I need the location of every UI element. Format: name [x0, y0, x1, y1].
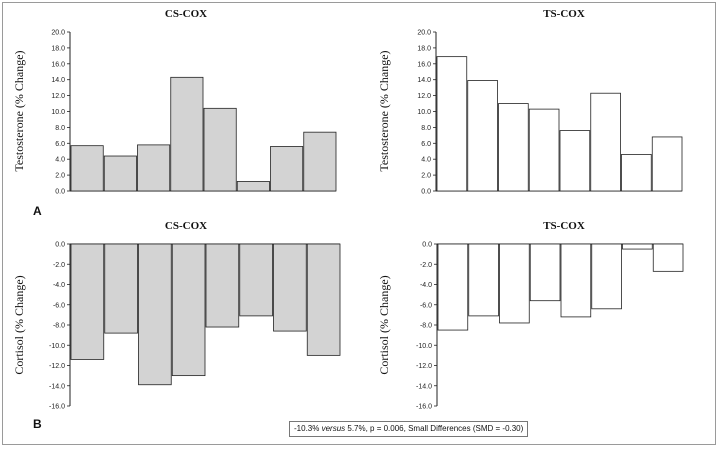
ts-testosterone-bar	[559, 130, 591, 192]
ts-cortisol-tick-label: -8.0	[420, 323, 432, 330]
panel-label-b: B	[33, 417, 42, 431]
ts-testosterone-tick-label: 12.0	[417, 93, 431, 100]
ts-cortisol-bar	[591, 243, 622, 310]
cs-testosterone-ylabel: Testosterone (% Change)	[12, 50, 26, 171]
ts-testosterone-bar	[590, 92, 621, 192]
ts-cortisol-tick-label: -16.0	[416, 404, 432, 411]
ts-cortisol-bar	[529, 243, 561, 302]
panel-label-a: A	[33, 204, 42, 218]
cs-cortisol-tick-label: -16.0	[49, 404, 65, 411]
cs-testosterone-tick-label: 10.0	[51, 109, 65, 116]
ts-cortisol-title: TS-COX	[543, 220, 585, 232]
cs-cortisol-tick-label: -4.0	[53, 282, 65, 289]
ts-testosterone-bar	[498, 103, 529, 192]
ts-cortisol-tick-label: -6.0	[420, 302, 432, 309]
cs-cortisol-bar	[104, 243, 138, 334]
ts-cortisol-bar	[622, 243, 653, 250]
ts-cortisol-tick-label: -12.0	[416, 363, 432, 370]
footnote-post: 5.7%, p = 0.006, Small Differences (SMD …	[345, 424, 524, 433]
ts-cortisol-tick-label: -10.0	[416, 343, 432, 350]
ts-cortisol-tick-label: -14.0	[416, 383, 432, 390]
ts-testosterone-tick-label: 20.0	[417, 30, 431, 37]
ts-testosterone-tick-label: 0.0	[421, 189, 431, 196]
cs-cortisol-bar	[171, 243, 206, 377]
ts-testosterone-bar	[528, 108, 560, 192]
cs-cortisol-bar	[239, 243, 273, 317]
ts-testosterone-tick-label: 4.0	[421, 157, 431, 164]
cs-testosterone-tick-label: 0.0	[55, 189, 65, 196]
cs-cortisol-tick-label: 0.0	[55, 242, 65, 249]
cs-cortisol-bar	[70, 243, 105, 360]
cs-testosterone-tick-label: 8.0	[55, 125, 65, 132]
ts-testosterone-tick-label: 6.0	[421, 141, 431, 148]
cs-cortisol-tick-label: -2.0	[53, 262, 65, 269]
ts-testosterone-tick-label: 18.0	[417, 45, 431, 52]
cs-testosterone-bar	[270, 146, 304, 192]
ts-testosterone-tick-label: 10.0	[417, 109, 431, 116]
ts-cortisol-bar	[468, 243, 499, 317]
ts-cortisol-bar	[560, 243, 592, 318]
cs-testosterone-tick-label: 4.0	[55, 157, 65, 164]
footnote-versus: versus	[321, 424, 346, 433]
ts-cortisol-tick-label: 0.0	[422, 242, 432, 249]
cs-testosterone-tick-label: 18.0	[51, 45, 65, 52]
cs-testosterone-title: CS-COX	[165, 8, 207, 20]
cs-testosterone-tick-label: 6.0	[55, 141, 65, 148]
cs-cortisol-bar	[273, 243, 307, 332]
cs-testosterone-bar	[303, 131, 337, 192]
ts-testosterone-bar	[436, 56, 468, 192]
cs-testosterone-tick-label: 20.0	[51, 30, 65, 37]
footnote-pre: -10.3%	[294, 424, 322, 433]
cs-testosterone-tick-label: 2.0	[55, 173, 65, 180]
cs-cortisol-ylabel: Cortisol (% Change)	[12, 275, 26, 374]
cs-testosterone-bar	[236, 181, 270, 192]
cs-cortisol-bar	[138, 243, 172, 386]
ts-cortisol-bar	[499, 243, 530, 324]
cs-cortisol-bar	[205, 243, 240, 328]
ts-testosterone-bar	[621, 154, 652, 192]
ts-testosterone-title: TS-COX	[543, 8, 585, 20]
cs-testosterone-tick-label: 16.0	[51, 61, 65, 68]
cs-testosterone-tick-label: 14.0	[51, 77, 65, 84]
ts-testosterone-bar	[651, 136, 683, 192]
cs-testosterone-bar	[170, 76, 204, 192]
cs-cortisol-tick-label: -8.0	[53, 323, 65, 330]
cs-testosterone-bar	[203, 107, 237, 192]
ts-cortisol-tick-label: -2.0	[420, 262, 432, 269]
ts-testosterone-ylabel: Testosterone (% Change)	[377, 50, 391, 171]
cs-cortisol-tick-label: -12.0	[49, 363, 65, 370]
ts-testosterone-bar	[467, 80, 498, 192]
figure-frame	[2, 2, 716, 445]
statistics-footnote: -10.3% versus 5.7%, p = 0.006, Small Dif…	[289, 421, 529, 437]
ts-testosterone-tick-label: 2.0	[421, 173, 431, 180]
cs-cortisol-bar	[306, 243, 341, 356]
cs-cortisol-tick-label: -10.0	[49, 343, 65, 350]
ts-cortisol-ylabel: Cortisol (% Change)	[377, 275, 391, 374]
cs-testosterone-tick-label: 12.0	[51, 93, 65, 100]
cs-cortisol-tick-label: -14.0	[49, 383, 65, 390]
cs-testosterone-bar	[103, 155, 137, 192]
cs-cortisol-title: CS-COX	[165, 220, 207, 232]
cs-testosterone-bar	[137, 144, 171, 192]
ts-cortisol-tick-label: -4.0	[420, 282, 432, 289]
ts-cortisol-bar	[437, 243, 469, 331]
ts-testosterone-tick-label: 16.0	[417, 61, 431, 68]
ts-cortisol-bar	[652, 243, 684, 272]
ts-testosterone-tick-label: 14.0	[417, 77, 431, 84]
cs-testosterone-bar	[70, 145, 104, 192]
cs-cortisol-tick-label: -6.0	[53, 302, 65, 309]
ts-testosterone-tick-label: 8.0	[421, 125, 431, 132]
